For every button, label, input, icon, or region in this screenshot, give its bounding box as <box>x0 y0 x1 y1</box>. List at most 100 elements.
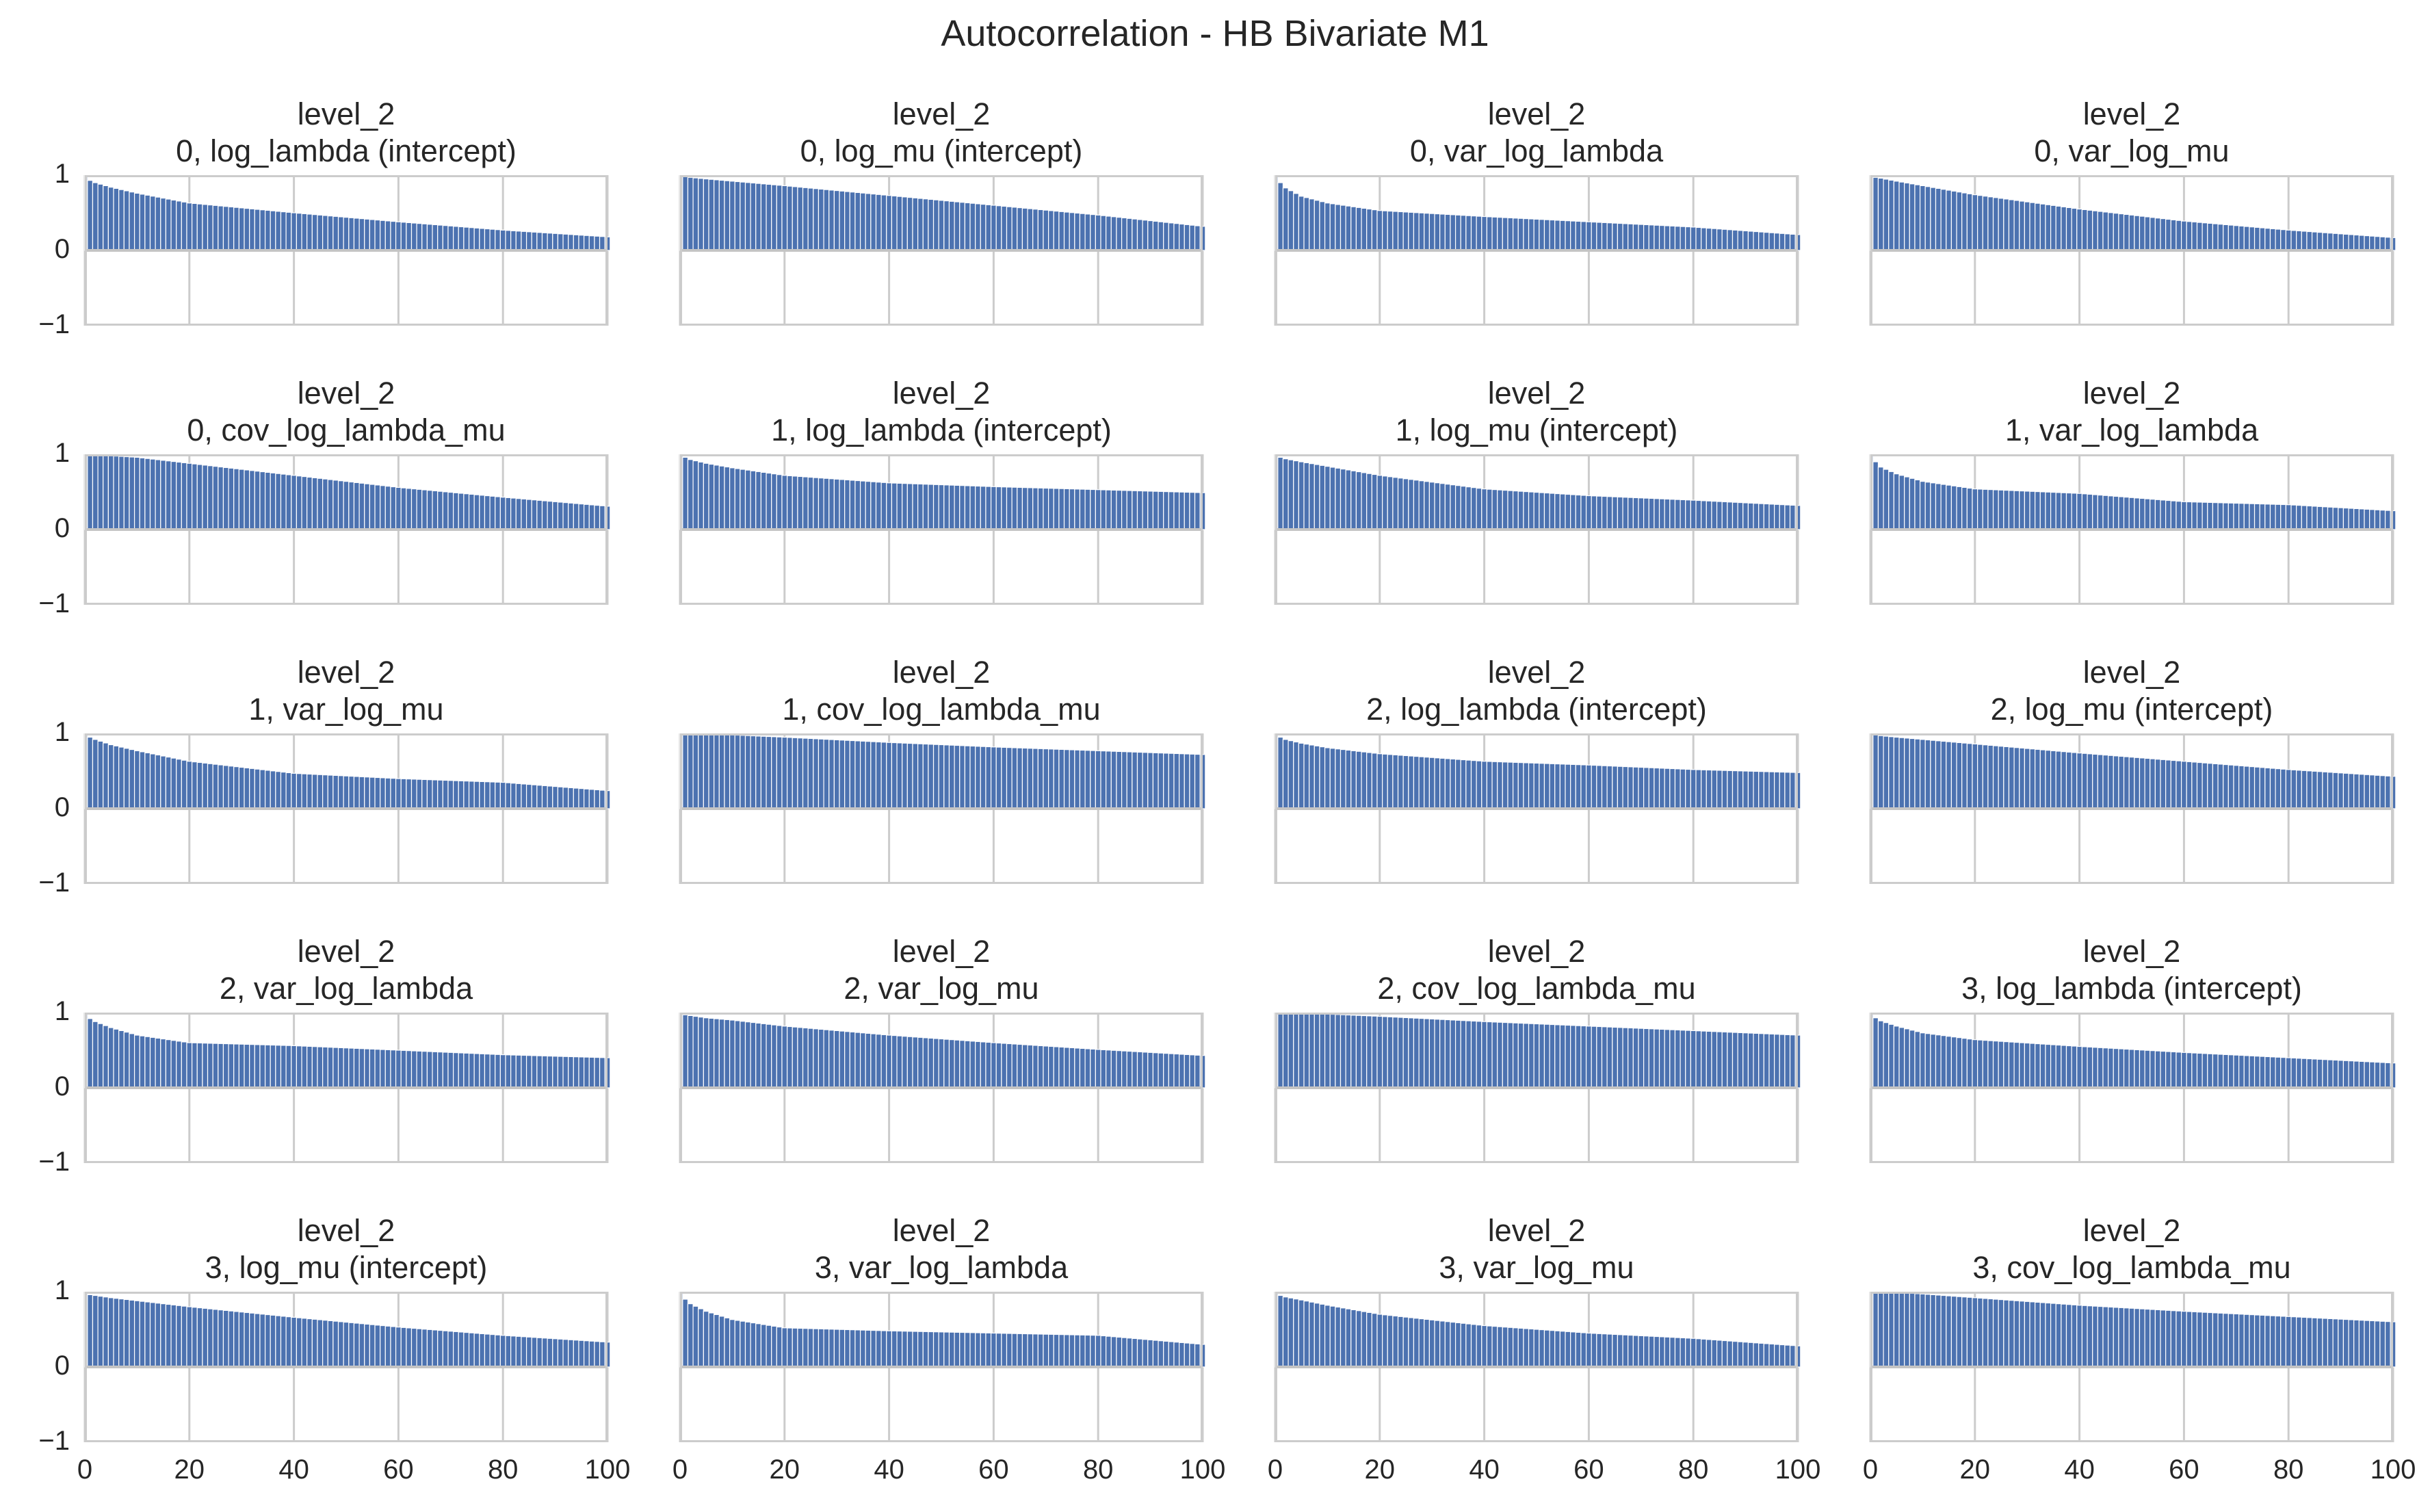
acf-bar <box>755 735 762 809</box>
acf-bar <box>1460 215 1467 251</box>
acf-bar <box>792 737 798 809</box>
acf-bar <box>541 785 548 809</box>
acf-bar <box>165 1303 172 1368</box>
acf-bar <box>557 1056 564 1089</box>
acf-bar <box>1612 1333 1619 1368</box>
acf-bar <box>2134 215 2141 251</box>
acf-bar <box>1966 1296 1973 1368</box>
acf-bar <box>202 1043 209 1089</box>
acf-bar <box>1893 181 1900 251</box>
acf-bar <box>2259 767 2266 809</box>
acf-bar <box>380 485 386 530</box>
acf-bar <box>891 195 898 251</box>
acf-bar <box>165 460 172 530</box>
acf-bar <box>2306 1058 2313 1089</box>
acf-bar <box>1674 1029 1681 1089</box>
acf-bar <box>358 776 365 809</box>
acf-bar <box>922 743 929 809</box>
acf-bar <box>1418 1017 1425 1089</box>
acf-bar <box>1319 1303 1326 1368</box>
acf-bar <box>1277 1294 1284 1368</box>
acf-bar <box>1345 749 1352 809</box>
acf-bar <box>380 1049 386 1089</box>
acf-bar <box>1413 1017 1420 1089</box>
acf-bar <box>1173 223 1180 251</box>
acf-bar <box>1554 220 1560 251</box>
acf-bar <box>103 185 109 251</box>
acf-bar <box>406 222 413 251</box>
acf-bar <box>1543 763 1550 809</box>
acf-bar <box>568 234 574 251</box>
acf-bar <box>2102 755 2109 809</box>
acf-bar <box>902 742 908 809</box>
acf-bar <box>1601 765 1608 809</box>
acf-bar <box>1476 488 1482 530</box>
acf-bar <box>2332 1318 2339 1368</box>
acf-bar <box>932 484 939 530</box>
acf-bar <box>207 1308 213 1368</box>
acf-bar <box>828 739 835 809</box>
acf-bar <box>584 504 590 530</box>
acf-bar <box>317 1046 324 1089</box>
acf-bar <box>2165 1051 2171 1089</box>
acf-bar <box>1904 476 1910 530</box>
acf-bar <box>562 502 569 530</box>
acf-bar <box>1539 492 1545 530</box>
acf-bar <box>139 751 146 809</box>
acf-bar <box>729 1019 735 1089</box>
acf-bar <box>1565 493 1571 530</box>
acf-bar <box>787 1327 793 1368</box>
acf-bar <box>802 738 809 809</box>
acf-bar <box>249 470 255 530</box>
acf-bar <box>296 773 302 809</box>
acf-bar <box>729 734 735 809</box>
acf-bar <box>1100 215 1107 251</box>
acf-bar <box>744 1321 751 1368</box>
acf-bar <box>766 1325 772 1368</box>
acf-bar <box>1617 766 1623 809</box>
acf-bar <box>2264 1056 2271 1089</box>
acf-bar <box>1914 479 1921 530</box>
acf-bar <box>1669 499 1676 530</box>
acf-bar <box>395 778 402 809</box>
acf-bar <box>750 182 757 251</box>
acf-bar <box>2019 200 2025 251</box>
acf-bar <box>1747 770 1754 809</box>
acf-bar <box>2384 510 2391 530</box>
acf-bar <box>364 1048 370 1089</box>
acf-bar <box>2338 233 2344 251</box>
acf-bar <box>296 1045 302 1089</box>
acf-bar <box>729 1319 735 1368</box>
acf-bar <box>573 503 579 530</box>
acf-bar <box>291 1045 298 1089</box>
acf-bar <box>1977 488 1983 530</box>
acf-bar <box>186 1306 193 1368</box>
acf-bar <box>144 1036 151 1089</box>
acf-bar <box>473 781 480 809</box>
acf-bar <box>353 1047 360 1089</box>
acf-bar <box>406 488 413 530</box>
acf-bar <box>521 498 527 530</box>
acf-bar <box>244 1043 250 1089</box>
acf-bar <box>1293 193 1299 251</box>
acf-bar <box>2296 1316 2302 1368</box>
acf-bar <box>525 231 532 251</box>
acf-bar <box>259 1314 266 1368</box>
acf-bar <box>1095 214 1101 251</box>
panel-title: level_2 <box>1487 1213 1586 1248</box>
panel-subtitle: 2, var_log_mu <box>844 971 1039 1006</box>
acf-bar <box>922 1037 929 1089</box>
acf-bar <box>317 1319 324 1368</box>
acf-bar <box>275 1045 282 1089</box>
acf-bar <box>718 1316 725 1368</box>
acf-bar <box>964 745 971 809</box>
acf-bar <box>525 1336 532 1368</box>
acf-bar <box>1695 499 1702 530</box>
acf-bar <box>1184 1342 1190 1368</box>
acf-bar <box>1706 1030 1712 1089</box>
acf-bar <box>1095 1335 1101 1368</box>
acf-bar <box>228 206 235 251</box>
acf-plot-13 <box>83 1012 611 1163</box>
acf-bar <box>1904 738 1910 809</box>
